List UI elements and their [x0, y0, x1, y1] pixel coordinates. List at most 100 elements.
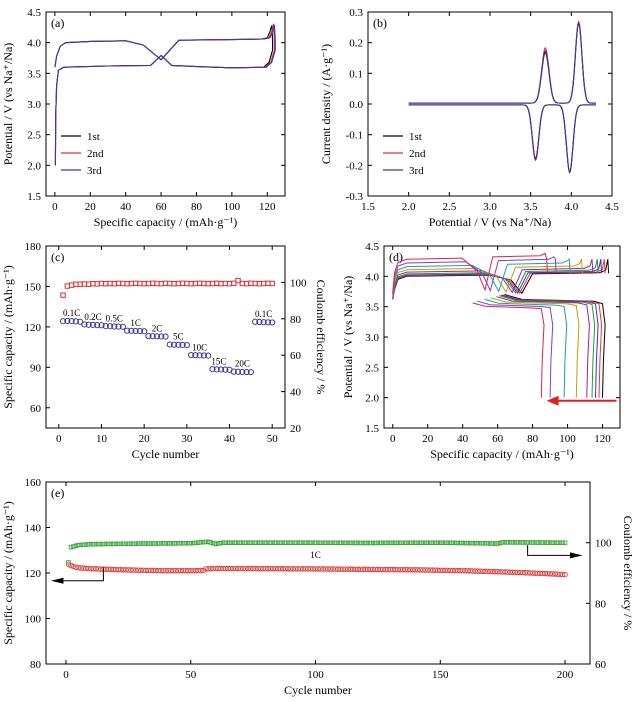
capacity-point — [230, 368, 237, 375]
rate-charge-curve — [392, 259, 598, 299]
series-line-discharge — [54, 24, 276, 166]
efficiency-point — [400, 540, 406, 546]
capacity-point — [547, 571, 553, 577]
panel-b-cyclic-voltammetry: 1.5 2.0 2.5 3.0 3.5 4.0 4.5 -0.3 -0.2 -0.1 0.0 0.1 0… — [319, 7, 619, 229]
capacity-point — [78, 565, 84, 571]
efficiency-point — [475, 541, 480, 546]
efficiency-point — [226, 280, 233, 287]
efficiency-point — [205, 280, 211, 287]
capacity-point — [111, 323, 118, 330]
efficiency-point — [345, 540, 351, 546]
efficiency-point — [435, 540, 440, 545]
efficiency-point — [255, 540, 261, 545]
efficiency-point — [318, 540, 323, 545]
y-right-tick-label: 100 — [290, 277, 307, 289]
efficiency-point — [375, 540, 381, 546]
capacity-point — [94, 322, 101, 329]
y-tick-label: 3.0 — [27, 99, 41, 111]
y-tick-label: 0.0 — [349, 99, 363, 111]
capacity-point — [192, 352, 199, 359]
efficiency-point — [532, 540, 538, 545]
capacity-point — [119, 323, 126, 330]
right-axis-arrow — [527, 545, 576, 556]
efficiency-point — [443, 540, 448, 545]
rate-discharge-curve — [500, 294, 599, 398]
efficiency-point — [68, 282, 75, 288]
panel-a-charge-discharge: 0 20 40 60 80 100 120 1.5 2.0 2.5 3.0 3.5 4.0 4.5 Spec… — [1, 7, 286, 229]
efficiency-point — [325, 540, 331, 545]
efficiency-point — [380, 540, 386, 546]
efficiency-point — [440, 540, 445, 545]
efficiency-point — [283, 540, 288, 545]
efficiency-point — [530, 540, 535, 545]
efficiency-point — [308, 540, 313, 545]
efficiency-point — [557, 540, 563, 545]
y-tick-label: 100 — [25, 614, 42, 626]
x-tick-label: 0 — [52, 201, 58, 213]
x-axis-label: Specific capacity / (mAh·g⁻¹) — [94, 215, 238, 229]
y-tick-label: 180 — [25, 241, 42, 253]
capacity-point — [552, 571, 558, 577]
rate-label: 0.1C — [63, 308, 80, 318]
capacity-point — [559, 571, 566, 578]
efficiency-point — [158, 541, 163, 546]
panel-e-long-cycling: 0 50 100 150 200 80 100 120 140 160 Cycle number Sp… — [1, 477, 635, 697]
capacity-point — [183, 341, 190, 349]
efficiency-point — [198, 540, 203, 545]
efficiency-point — [101, 541, 106, 547]
efficiency-point — [390, 540, 396, 546]
capacity-point — [234, 368, 242, 375]
efficiency-point — [88, 541, 94, 547]
efficiency-point — [430, 540, 435, 545]
plot-frame — [45, 245, 286, 429]
efficiency-point — [323, 540, 328, 545]
panel-label: (e) — [51, 486, 64, 500]
efficiency-point — [418, 540, 423, 545]
efficiency-point — [243, 540, 248, 545]
efficiency-point — [245, 540, 251, 545]
efficiency-point — [540, 540, 545, 545]
rate-label: 5C — [173, 332, 184, 342]
efficiency-point — [290, 540, 296, 545]
x-tick-label: 0 — [390, 433, 396, 445]
efficiency-point — [158, 280, 164, 287]
y-axis-label: Potential / V (vs Na⁺/Na) — [1, 43, 15, 166]
efficiency-point — [132, 280, 139, 287]
efficiency-point — [512, 540, 518, 545]
capacity-point — [72, 318, 79, 325]
series-line-charge — [54, 23, 275, 68]
efficiency-point — [403, 540, 408, 546]
y-axis-label: Specific capacity / (mAh·g⁻¹) — [1, 265, 15, 409]
efficiency-point — [333, 540, 338, 545]
rate-label: 0.1C — [255, 309, 272, 319]
efficiency-point — [98, 541, 104, 547]
efficiency-point — [186, 541, 191, 546]
efficiency-point — [527, 540, 533, 545]
efficiency-point — [146, 541, 151, 546]
efficiency-point — [218, 540, 223, 546]
efficiency-point — [265, 540, 271, 545]
rate-turnover-curve — [546, 258, 548, 274]
capacity-point — [239, 368, 246, 376]
trend-arrow-head — [546, 395, 559, 406]
rate-turnover-curve — [554, 258, 557, 274]
efficiency-point — [188, 541, 193, 546]
efficiency-point — [410, 540, 416, 545]
efficiency-point — [167, 280, 173, 287]
y-tick-label: 4.5 — [365, 241, 379, 253]
efficiency-point — [263, 540, 268, 545]
capacity-point — [85, 565, 92, 572]
capacity-point — [98, 322, 105, 329]
efficiency-point — [103, 541, 109, 547]
rate-label: 1C — [130, 318, 141, 328]
efficiency-point — [305, 540, 311, 545]
efficiency-point — [485, 541, 490, 546]
panel-label: (b) — [373, 16, 387, 30]
efficiency-point — [68, 545, 74, 550]
rate-turnover-curve — [596, 259, 599, 274]
legend-label: 3rd — [87, 165, 102, 177]
efficiency-point — [358, 540, 363, 546]
efficiency-point — [77, 281, 83, 287]
rate-label: 20C — [235, 359, 250, 369]
efficiency-point — [209, 280, 216, 287]
